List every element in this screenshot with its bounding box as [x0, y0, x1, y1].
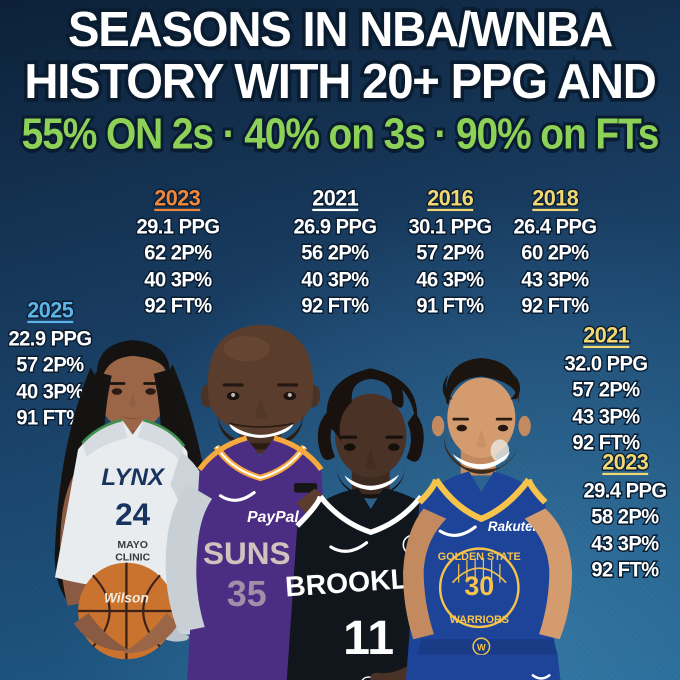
svg-text:W: W — [477, 643, 486, 653]
svg-text:WARRIORS: WARRIORS — [450, 614, 509, 626]
svg-text:30: 30 — [464, 571, 494, 601]
svg-text:MAYO: MAYO — [117, 539, 148, 551]
svg-text:CLINIC: CLINIC — [115, 552, 150, 564]
svg-text:Wilson: Wilson — [104, 591, 149, 606]
svg-text:GOLDEN STATE: GOLDEN STATE — [438, 551, 521, 563]
svg-text:24: 24 — [115, 496, 151, 532]
